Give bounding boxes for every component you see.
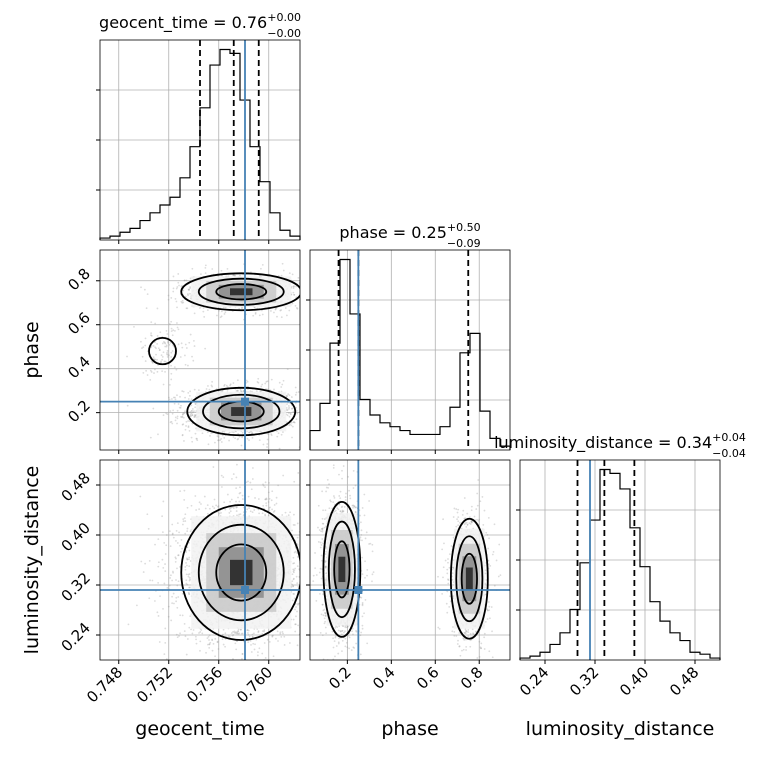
y-axis-label-phase: phase <box>21 321 43 378</box>
contour <box>449 517 489 640</box>
y-tick-label-luminosity_distance: 0.24 <box>58 619 94 655</box>
y-tick-label-phase: 0.8 <box>64 265 94 295</box>
x-tick-label-geocent_time: 0.760 <box>233 663 276 706</box>
contour <box>215 283 268 301</box>
histogram-luminosity_distance <box>519 468 721 660</box>
x-tick-label-phase: 0.4 <box>369 663 399 693</box>
panel-title-minus-phase: −0.09 <box>447 237 481 250</box>
contour <box>327 520 356 619</box>
x-axis-label-luminosity_distance: luminosity_distance <box>526 718 715 740</box>
contour <box>215 543 268 602</box>
x-tick-label-luminosity_distance: 0.24 <box>516 663 552 699</box>
contour <box>202 393 281 430</box>
x-tick-label-luminosity_distance: 0.32 <box>566 663 602 699</box>
hist-panel-geocent_time <box>96 39 301 244</box>
truth-marker <box>241 397 249 406</box>
panel-title-minus-geocent_time: −0.00 <box>267 27 301 40</box>
y-axis-label-luminosity_distance: luminosity_distance <box>21 466 43 655</box>
x-tick-label-geocent_time: 0.756 <box>183 663 226 706</box>
y-tick-label-luminosity_distance: 0.40 <box>58 519 94 555</box>
density-panel-geocent_time-phase <box>96 249 301 454</box>
histogram-geocent_time <box>99 48 301 240</box>
truth-marker <box>241 586 249 594</box>
y-tick-label-phase: 0.2 <box>64 396 94 426</box>
x-tick-label-phase: 0.8 <box>457 663 487 693</box>
contour <box>186 386 297 437</box>
x-axis-label-phase: phase <box>381 718 438 740</box>
y-tick-label-phase: 0.6 <box>64 309 94 339</box>
x-axis-label-geocent_time: geocent_time <box>135 718 264 740</box>
contour <box>455 535 484 623</box>
x-tick-label-phase: 0.6 <box>413 663 443 693</box>
x-tick-label-geocent_time: 0.752 <box>133 663 176 706</box>
x-tick-label-luminosity_distance: 0.40 <box>616 663 652 699</box>
hist-panel-luminosity_distance <box>516 459 721 664</box>
hist-panel-phase <box>306 249 511 454</box>
contour <box>333 540 351 599</box>
contour <box>180 272 300 312</box>
contour <box>460 552 478 605</box>
density-panel-phase-luminosity_distance <box>306 459 511 664</box>
truth-marker <box>354 586 363 594</box>
contour <box>197 277 285 306</box>
y-tick-label-luminosity_distance: 0.48 <box>58 469 94 505</box>
density-panel-geocent_time-luminosity_distance <box>96 459 301 664</box>
y-tick-label-phase: 0.4 <box>64 353 94 383</box>
panel-title-geocent_time: geocent_time = 0.76+0.00 <box>99 11 301 33</box>
contour <box>197 523 285 622</box>
panel-title-luminosity_distance: luminosity_distance = 0.34+0.04 <box>494 431 746 453</box>
panel-title-minus-luminosity_distance: −0.04 <box>712 447 746 460</box>
panel-title-phase: phase = 0.25+0.50 <box>339 221 480 242</box>
x-tick-label-phase: 0.2 <box>325 663 355 693</box>
x-tick-label-luminosity_distance: 0.48 <box>666 663 702 699</box>
contour <box>180 504 300 641</box>
contour <box>322 500 362 638</box>
x-tick-label-geocent_time: 0.748 <box>83 663 126 706</box>
histogram-phase <box>309 258 511 450</box>
contour <box>148 337 177 366</box>
y-tick-label-luminosity_distance: 0.32 <box>58 569 94 605</box>
